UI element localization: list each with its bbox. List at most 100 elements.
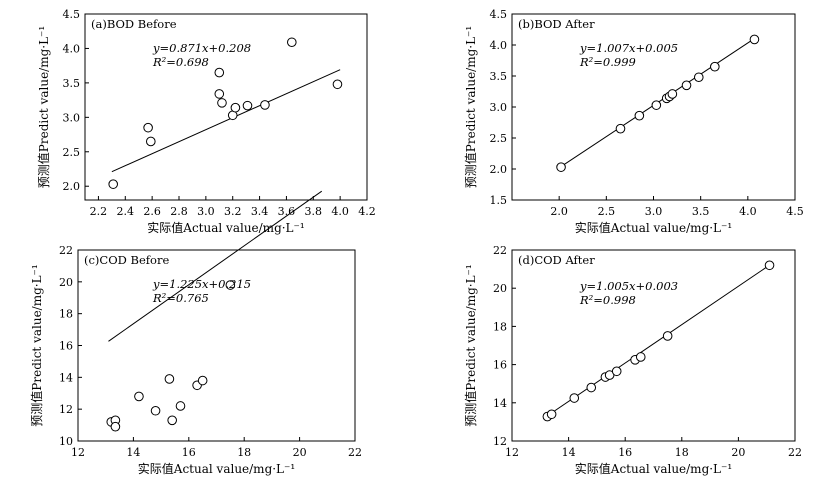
y-tick-label: 4.5: [63, 8, 81, 21]
data-point: [146, 136, 156, 147]
regression-equation: y=1.007x+0.005: [579, 41, 678, 55]
x-tick-label: 2.8: [170, 205, 188, 218]
plot-frame: [84, 13, 368, 201]
y-tick-label: 2.5: [490, 132, 508, 145]
plot-frame: [511, 249, 796, 442]
x-tick-label: 12: [505, 446, 519, 459]
x-tick-label: 2.0: [550, 205, 568, 218]
x-tick-label: 4.0: [331, 205, 349, 218]
data-point: [175, 401, 186, 411]
x-tick-label: 4.5: [786, 205, 804, 218]
x-tick-label: 3.0: [197, 205, 215, 218]
r-squared-label: R²=0.765: [152, 291, 209, 305]
data-point: [556, 162, 566, 172]
x-tick-label: 22: [788, 446, 802, 459]
y-tick-label: 20: [59, 276, 73, 289]
data-point: [635, 352, 646, 362]
data-point: [164, 374, 175, 384]
r-squared-label: R²=0.999: [579, 55, 636, 69]
panel-label: (a)BOD Before: [91, 17, 177, 31]
y-tick-label: 22: [493, 244, 507, 257]
x-tick-label: 3.5: [692, 205, 710, 218]
r-squared-label: R²=0.698: [152, 55, 209, 69]
data-point: [764, 260, 775, 271]
x-tick-label: 4.0: [739, 205, 757, 218]
data-point: [651, 100, 662, 110]
data-point: [242, 100, 253, 111]
y-tick-label: 14: [59, 371, 73, 384]
y-tick-label: 3.5: [490, 70, 508, 83]
y-tick-label: 3.5: [63, 77, 81, 90]
regression-equation: y=0.871x+0.208: [152, 41, 251, 55]
regression-equation: y=1.005x+0.003: [579, 279, 678, 293]
y-tick-label: 2.5: [63, 146, 81, 159]
x-tick-label: 20: [731, 446, 745, 459]
panel-label: (c)COD Before: [84, 253, 169, 267]
x-tick-label: 14: [126, 446, 140, 459]
data-point: [108, 179, 118, 189]
y-tick-label: 10: [59, 435, 73, 448]
data-point: [586, 382, 597, 393]
y-tick-label: 14: [493, 397, 507, 410]
data-point: [287, 37, 297, 48]
data-point: [569, 393, 580, 403]
data-point: [546, 409, 557, 420]
data-point: [693, 72, 704, 83]
x-axis-label: 实际值Actual value/mg·L⁻¹: [575, 461, 732, 476]
y-tick-label: 16: [59, 340, 73, 353]
data-point: [217, 98, 227, 108]
regression-equation: y=1.225x+0.215: [152, 277, 251, 291]
data-point: [710, 61, 720, 72]
data-point: [197, 375, 208, 386]
x-axis-label: 实际值Actual value/mg·L⁻¹: [138, 461, 295, 476]
x-tick-label: 3.0: [645, 205, 663, 218]
data-point: [225, 280, 236, 290]
x-tick-label: 16: [618, 446, 632, 459]
x-tick-label: 3.6: [278, 205, 296, 218]
data-point: [667, 89, 678, 99]
x-axis-label: 实际值Actual value/mg·L⁻¹: [147, 220, 304, 235]
data-point: [749, 34, 760, 45]
panel-label: (d)COD After: [518, 253, 595, 267]
y-tick-label: 18: [59, 308, 73, 321]
y-tick-label: 4.0: [490, 39, 508, 52]
y-tick-label: 1.5: [490, 194, 508, 207]
panel-label: (b)BOD After: [518, 17, 595, 31]
x-tick-label: 3.2: [224, 205, 242, 218]
data-point: [110, 421, 121, 432]
y-tick-label: 22: [59, 244, 73, 257]
x-tick-label: 18: [675, 446, 689, 459]
x-tick-label: 2.6: [143, 205, 161, 218]
x-tick-label: 18: [237, 446, 251, 459]
regression-line: [108, 190, 323, 342]
data-point: [143, 122, 153, 133]
data-point: [214, 89, 225, 99]
y-tick-label: 4.0: [63, 42, 81, 55]
data-point: [230, 102, 241, 113]
data-point: [167, 415, 177, 426]
regression-line: [111, 69, 341, 173]
data-point: [150, 405, 161, 416]
x-tick-label: 12: [71, 446, 85, 459]
y-tick-label: 20: [493, 282, 507, 295]
chart-panel-4: 12 14 16 18 20 22 12 14 16 18 20 22 (d)COD After y=1.…: [463, 244, 802, 476]
x-tick-label: 2.2: [90, 205, 108, 218]
data-point: [134, 391, 144, 402]
y-tick-label: 4.5: [490, 8, 508, 21]
x-tick-label: 14: [562, 446, 576, 459]
x-tick-label: 16: [182, 446, 196, 459]
r-squared-label: R²=0.998: [579, 293, 636, 307]
x-tick-label: 3.4: [251, 205, 269, 218]
y-tick-label: 16: [493, 359, 507, 372]
y-tick-label: 2.0: [490, 163, 508, 176]
data-point: [634, 110, 645, 121]
data-point: [615, 123, 626, 134]
data-point: [332, 79, 343, 90]
y-tick-label: 2.0: [63, 180, 81, 193]
regression-line: [545, 264, 770, 418]
y-tick-label: 12: [493, 435, 507, 448]
data-point: [214, 67, 225, 78]
data-point: [611, 366, 622, 377]
